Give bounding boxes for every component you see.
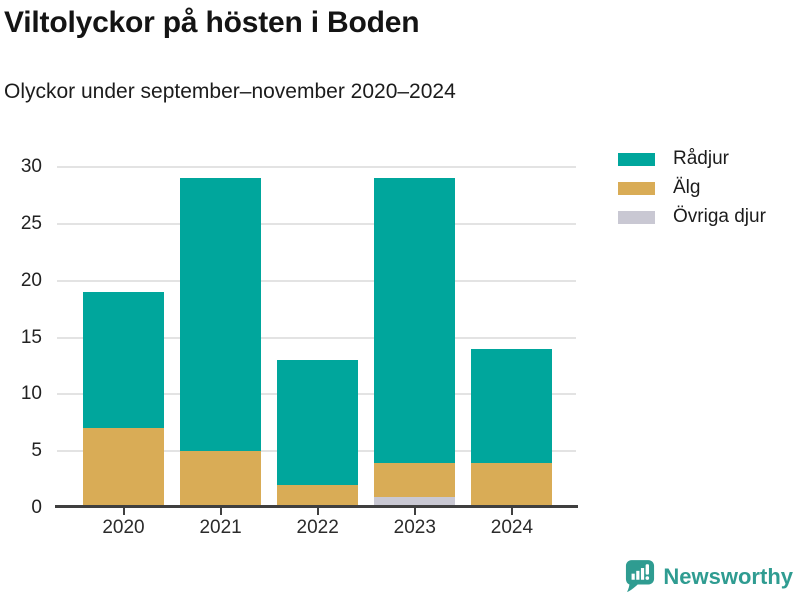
legend-item-rådjur: Rådjur <box>618 148 798 169</box>
x-tick-2020 <box>122 508 125 515</box>
x-category-label-2024: 2024 <box>490 517 534 538</box>
y-tick-label-20: 20 <box>20 269 42 291</box>
legend-item-övriga-djur: Övriga djur <box>618 206 798 227</box>
x-category-label-2023: 2023 <box>393 517 436 538</box>
bar-segment-2021-älg <box>180 451 262 508</box>
x-category-label-2021: 2021 <box>199 517 242 538</box>
chart-title: Viltolyckor på hösten i Boden <box>4 6 420 39</box>
bar-segment-2024-rådjur <box>471 348 553 463</box>
gridline-y-15 <box>57 336 576 339</box>
bar-segment-2023-älg <box>374 462 456 497</box>
newsworthy-logo[interactable]: Newsworthy <box>625 559 793 595</box>
legend-swatch <box>618 181 655 195</box>
x-category-label-2020: 2020 <box>102 517 145 538</box>
bar-segment-2021-rådjur <box>180 178 262 452</box>
legend-item-älg: Älg <box>618 177 798 198</box>
bar-2020 <box>83 292 164 508</box>
bar-2023 <box>374 178 456 508</box>
bar-segment-2020-älg <box>83 428 164 508</box>
x-tick-2021 <box>219 508 222 515</box>
bar-segment-2024-älg <box>471 462 553 508</box>
chart-subtitle: Olyckor under september–november 2020–20… <box>4 80 456 103</box>
bar-segment-2023-övriga-djur <box>374 496 456 508</box>
legend-swatch <box>618 210 655 224</box>
bar-segment-2022-rådjur <box>277 360 359 486</box>
y-tick-label-0: 0 <box>31 497 42 518</box>
y-tick-label-15: 15 <box>20 326 42 348</box>
bar-2022 <box>277 360 359 508</box>
legend-label: Älg <box>673 177 701 198</box>
stacked-bar-chart-plot-area <box>57 166 578 508</box>
brand-name: Newsworthy <box>663 564 793 589</box>
gridline-y-30 <box>57 166 576 168</box>
x-category-label-2022: 2022 <box>296 517 339 538</box>
bar-segment-2020-rådjur <box>83 292 164 429</box>
gridline-y-20 <box>57 279 576 282</box>
x-axis-line <box>55 505 578 508</box>
bar-segment-2022-älg <box>277 485 359 508</box>
x-tick-2022 <box>316 508 319 515</box>
legend-swatch <box>618 152 655 166</box>
y-axis-labels: 0 5 10 15 20 25 30 <box>0 156 50 518</box>
x-tick-2024 <box>510 508 513 515</box>
bar-2024 <box>471 348 553 508</box>
x-tick-2023 <box>413 508 416 515</box>
y-tick-label-30: 30 <box>20 156 42 177</box>
y-tick-label-25: 25 <box>20 212 42 234</box>
chart-legend: Rådjur Älg Övriga djur <box>618 148 798 227</box>
gridline-y-25 <box>57 222 576 225</box>
y-tick-label-5: 5 <box>31 440 42 462</box>
bar-2021 <box>180 178 262 508</box>
newsworthy-icon <box>626 560 655 593</box>
y-tick-label-10: 10 <box>20 383 42 405</box>
legend-label: Rådjur <box>673 148 729 169</box>
legend-label: Övriga djur <box>673 206 766 227</box>
bar-segment-2023-rådjur <box>374 178 456 463</box>
